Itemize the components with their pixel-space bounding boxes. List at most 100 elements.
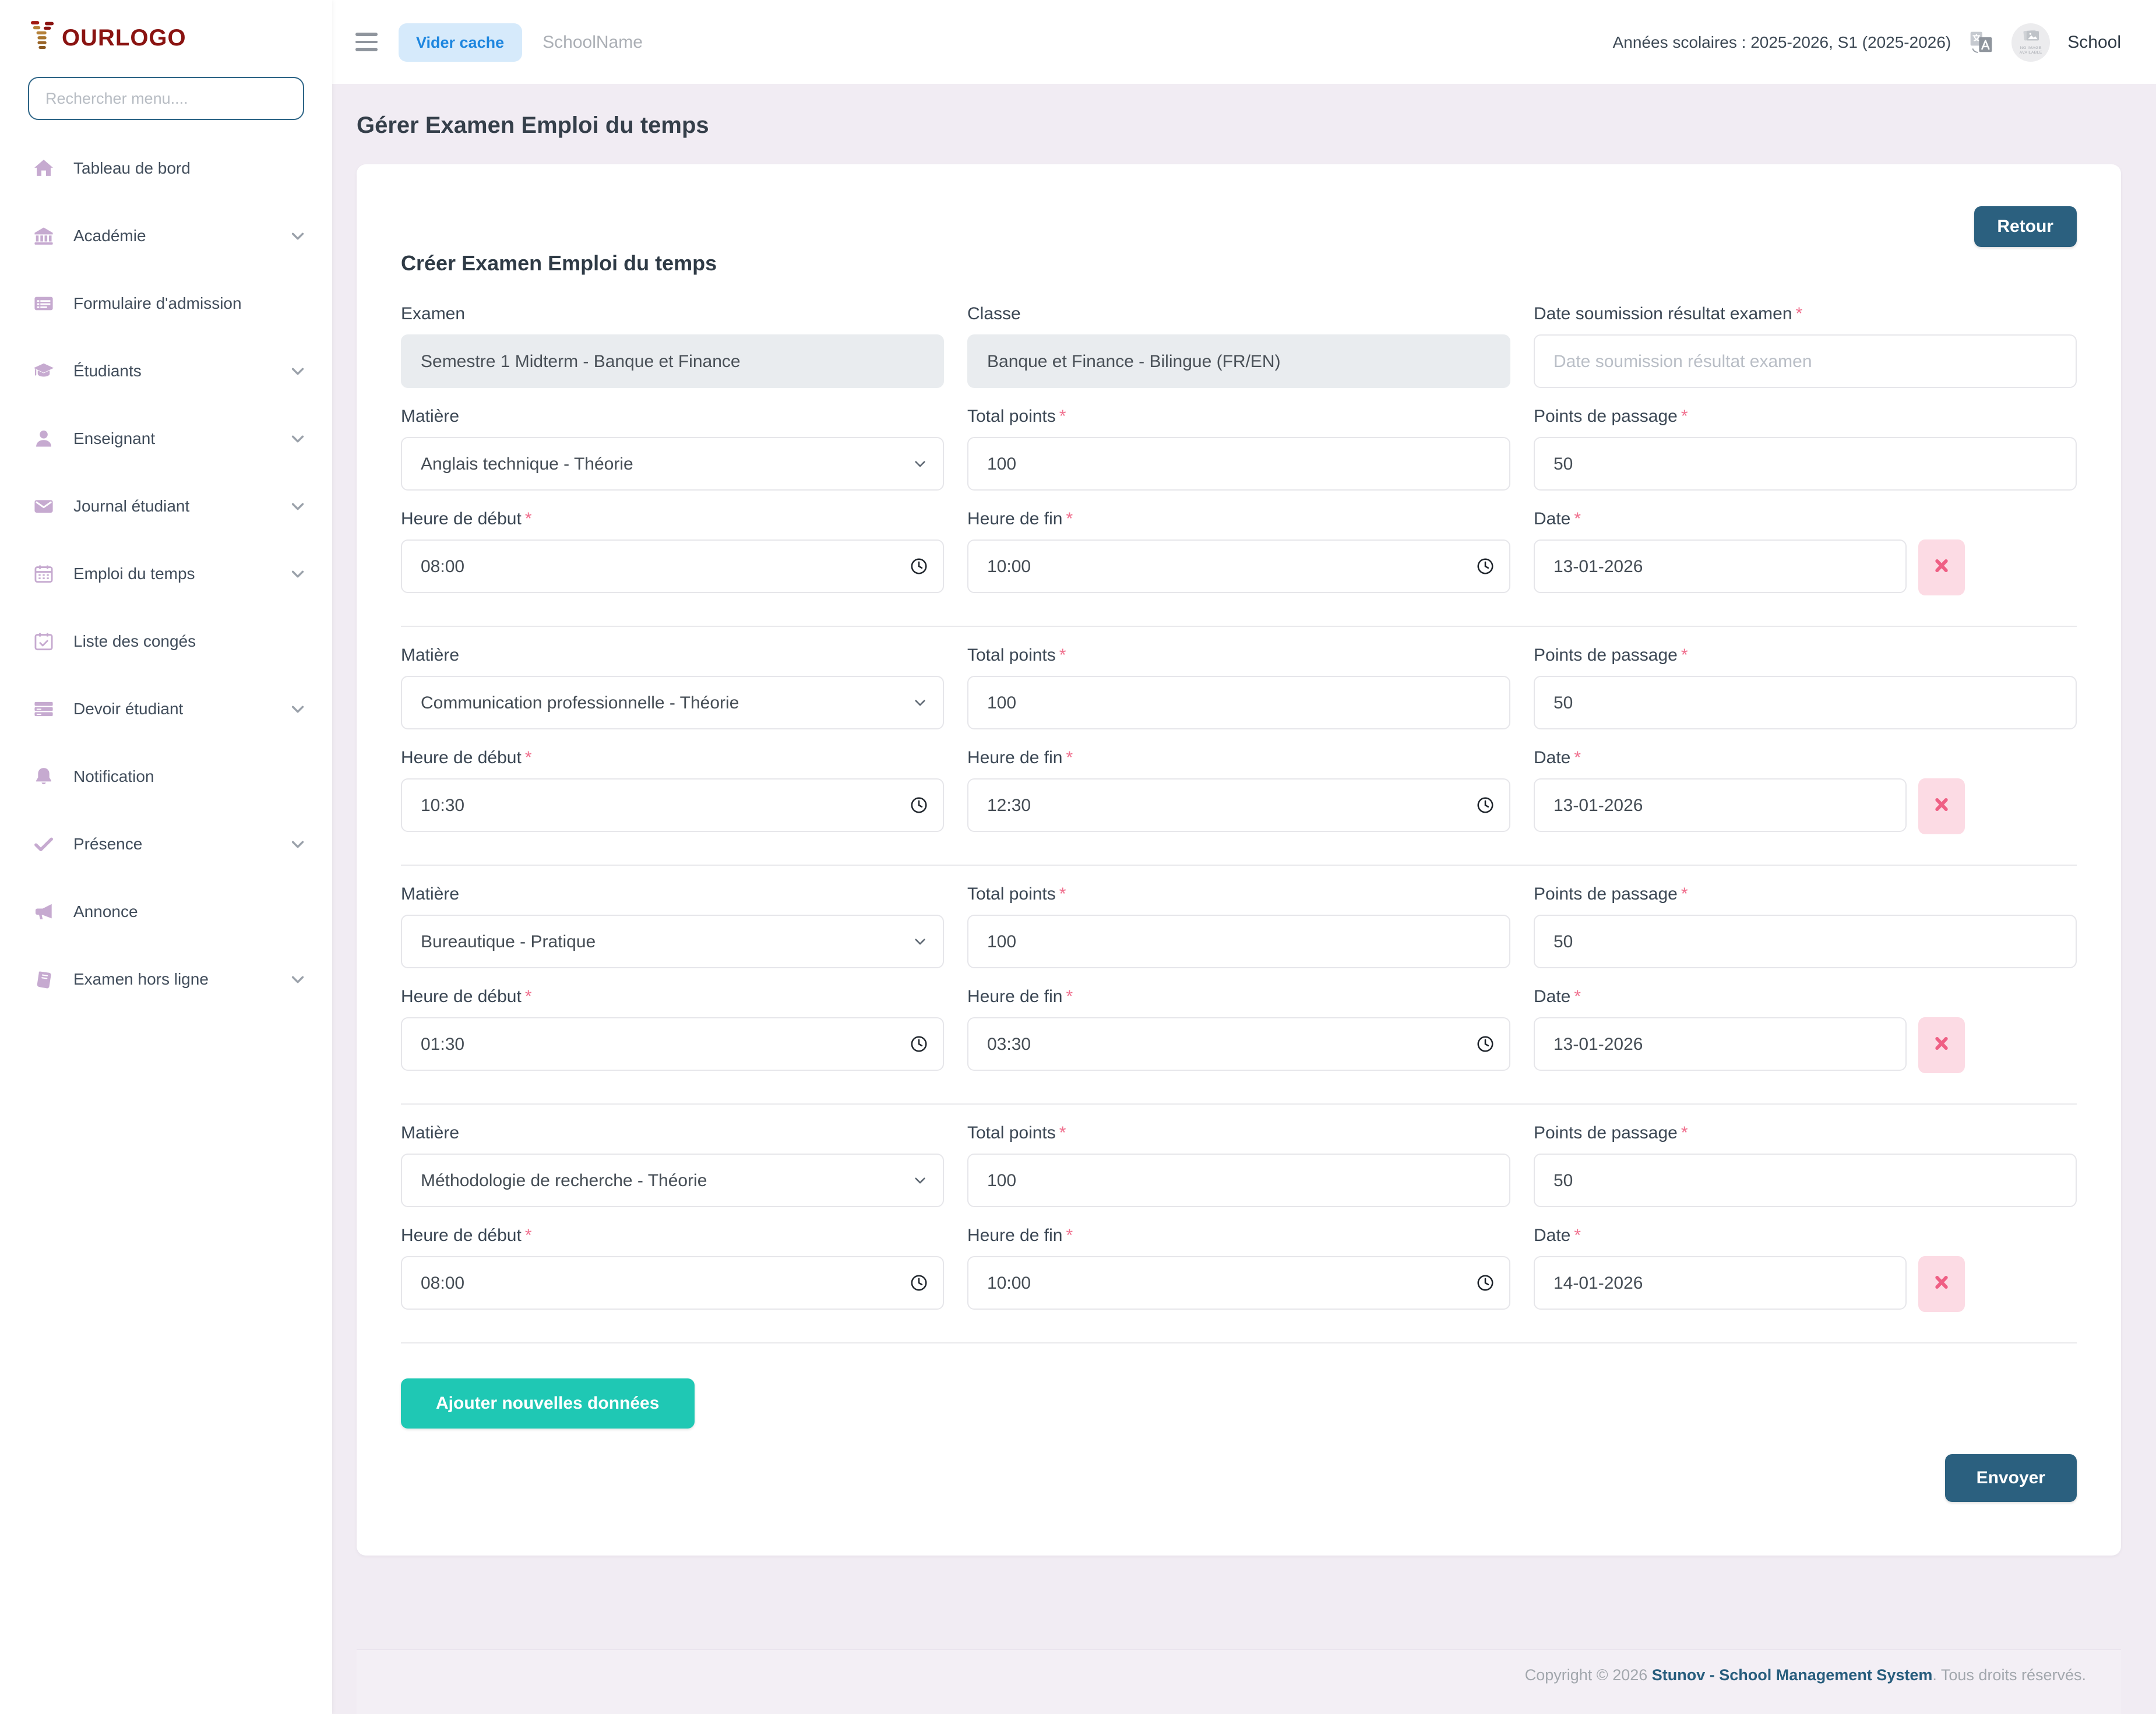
matiere-select[interactable]: Bureautique - Pratique [401,915,944,968]
back-button[interactable]: Retour [1974,206,2077,247]
avatar[interactable]: NO IMAGE AVAILABLE [2011,23,2051,61]
brand-logo[interactable]: OURLOGO [0,16,332,68]
matiere-label: Matière [401,1123,460,1143]
exam-timetable-card: Retour Créer Examen Emploi du temps Exam… [357,164,2121,1556]
date-label: Date * [1534,748,1581,768]
sidebar-item-announcement[interactable]: Annonce [0,877,332,945]
group-divider [401,1103,2077,1105]
start-time-input[interactable] [401,778,944,832]
matiere-select[interactable]: Communication professionnelle - Théorie [401,676,944,729]
sidebar-item-notification[interactable]: Notification [0,742,332,810]
result-date-input[interactable] [1534,334,2077,388]
footer-brand-link[interactable]: Stunov - School Management System [1651,1666,1933,1684]
exam-subject-group: Matière Méthodologie de recherche - Théo… [401,1123,2077,1343]
clear-cache-button[interactable]: Vider cache [399,23,522,61]
matiere-select[interactable]: Anglais technique - Théorie [401,437,944,491]
sidebar: OURLOGO Tableau de bord Académie Formula… [0,0,332,1714]
chevron-down-icon [289,429,307,447]
total-points-label: Total points * [967,884,1066,904]
sidebar-item-teacher[interactable]: Enseignant [0,404,332,472]
submit-button[interactable]: Envoyer [1944,1454,2077,1502]
card-title: Créer Examen Emploi du temps [401,252,717,275]
start-time-label: Heure de début * [401,748,532,768]
sidebar-item-leave-list[interactable]: Liste des congés [0,607,332,675]
date-input[interactable] [1534,539,1907,593]
sidebar-item-offline-exam[interactable]: Examen hors ligne [0,945,332,1013]
end-time-label: Heure de fin * [967,1226,1073,1246]
passing-points-input[interactable] [1534,437,2077,491]
sidebar-item-label: Emploi du temps [73,564,195,583]
chevron-down-icon [289,497,307,514]
chevron-down-icon [913,934,928,949]
end-time-input[interactable] [967,539,1510,593]
chevron-down-icon [289,362,307,379]
main-column: Vider cache SchoolName Années scolaires … [332,0,2156,1714]
date-input[interactable] [1534,1256,1907,1310]
sidebar-item-label: Notification [73,767,154,785]
matiere-select[interactable]: Méthodologie de recherche - Théorie [401,1154,944,1207]
leave-list-icon [31,629,55,653]
sidebar-item-academy[interactable]: Académie [0,202,332,269]
school-name-link[interactable]: SchoolName [542,32,643,52]
chevron-down-icon [913,456,928,471]
home-icon [31,156,55,179]
sidebar-item-student-homework[interactable]: Devoir étudiant [0,675,332,742]
passing-points-input[interactable] [1534,1154,2077,1207]
notification-icon [31,764,55,788]
chevron-down-icon [289,565,307,582]
matiere-label: Matière [401,407,460,426]
start-time-input[interactable] [401,539,944,593]
profile-name[interactable]: School [2067,32,2121,52]
passing-points-label: Points de passage * [1534,884,1688,904]
translate-icon[interactable] [1968,29,1994,55]
exam-subject-group: Matière Bureautique - Pratique Total poi… [401,884,2077,1105]
sidebar-item-label: Présence [73,834,143,853]
sidebar-item-admission-form[interactable]: Formulaire d'admission [0,269,332,337]
exam-groups: Matière Anglais technique - Théorie Tota… [401,407,2077,1343]
exam-input [401,334,944,388]
passing-points-input[interactable] [1534,915,2077,968]
result-date-label: Date soumission résultat examen * [1534,304,1803,324]
menu-search-input[interactable] [28,77,304,120]
sidebar-item-attendance[interactable]: Présence [0,810,332,877]
date-label: Date * [1534,1226,1581,1246]
date-input[interactable] [1534,778,1907,832]
sidebar-item-students[interactable]: Étudiants [0,337,332,404]
end-time-input[interactable] [967,1256,1510,1310]
remove-row-button[interactable] [1918,539,1965,595]
sidebar-item-student-journal[interactable]: Journal étudiant [0,472,332,539]
remove-row-button[interactable] [1918,778,1965,834]
academy-icon [31,224,55,247]
end-time-input[interactable] [967,1017,1510,1071]
close-icon [1933,1274,1950,1295]
total-points-input[interactable] [967,676,1510,729]
close-icon [1933,796,1950,817]
total-points-input[interactable] [967,437,1510,491]
end-time-input[interactable] [967,778,1510,832]
date-input[interactable] [1534,1017,1907,1071]
total-points-input[interactable] [967,915,1510,968]
chevron-down-icon [913,1173,928,1188]
matiere-select-value: Bureautique - Pratique [421,932,596,951]
sidebar-item-label: Étudiants [73,361,142,380]
total-points-input[interactable] [967,1154,1510,1207]
remove-row-button[interactable] [1918,1256,1965,1312]
matiere-select-value: Méthodologie de recherche - Théorie [421,1170,707,1190]
remove-row-button[interactable] [1918,1017,1965,1073]
teacher-icon [31,426,55,450]
matiere-label: Matière [401,884,460,904]
hamburger-menu-icon[interactable] [348,26,385,58]
sidebar-item-timetable[interactable]: Emploi du temps [0,539,332,607]
chevron-down-icon [289,835,307,852]
sidebar-item-label: Liste des congés [73,632,196,650]
avatar-placeholder-text: NO IMAGE AVAILABLE [2019,45,2042,55]
sidebar-item-label: Tableau de bord [73,158,191,177]
sidebar-item-dashboard[interactable]: Tableau de bord [0,134,332,202]
passing-points-input[interactable] [1534,676,2077,729]
add-new-data-button[interactable]: Ajouter nouvelles données [401,1378,695,1429]
start-time-input[interactable] [401,1017,944,1071]
close-icon [1933,1035,1950,1056]
start-time-input[interactable] [401,1256,944,1310]
exam-label: Examen [401,304,466,324]
